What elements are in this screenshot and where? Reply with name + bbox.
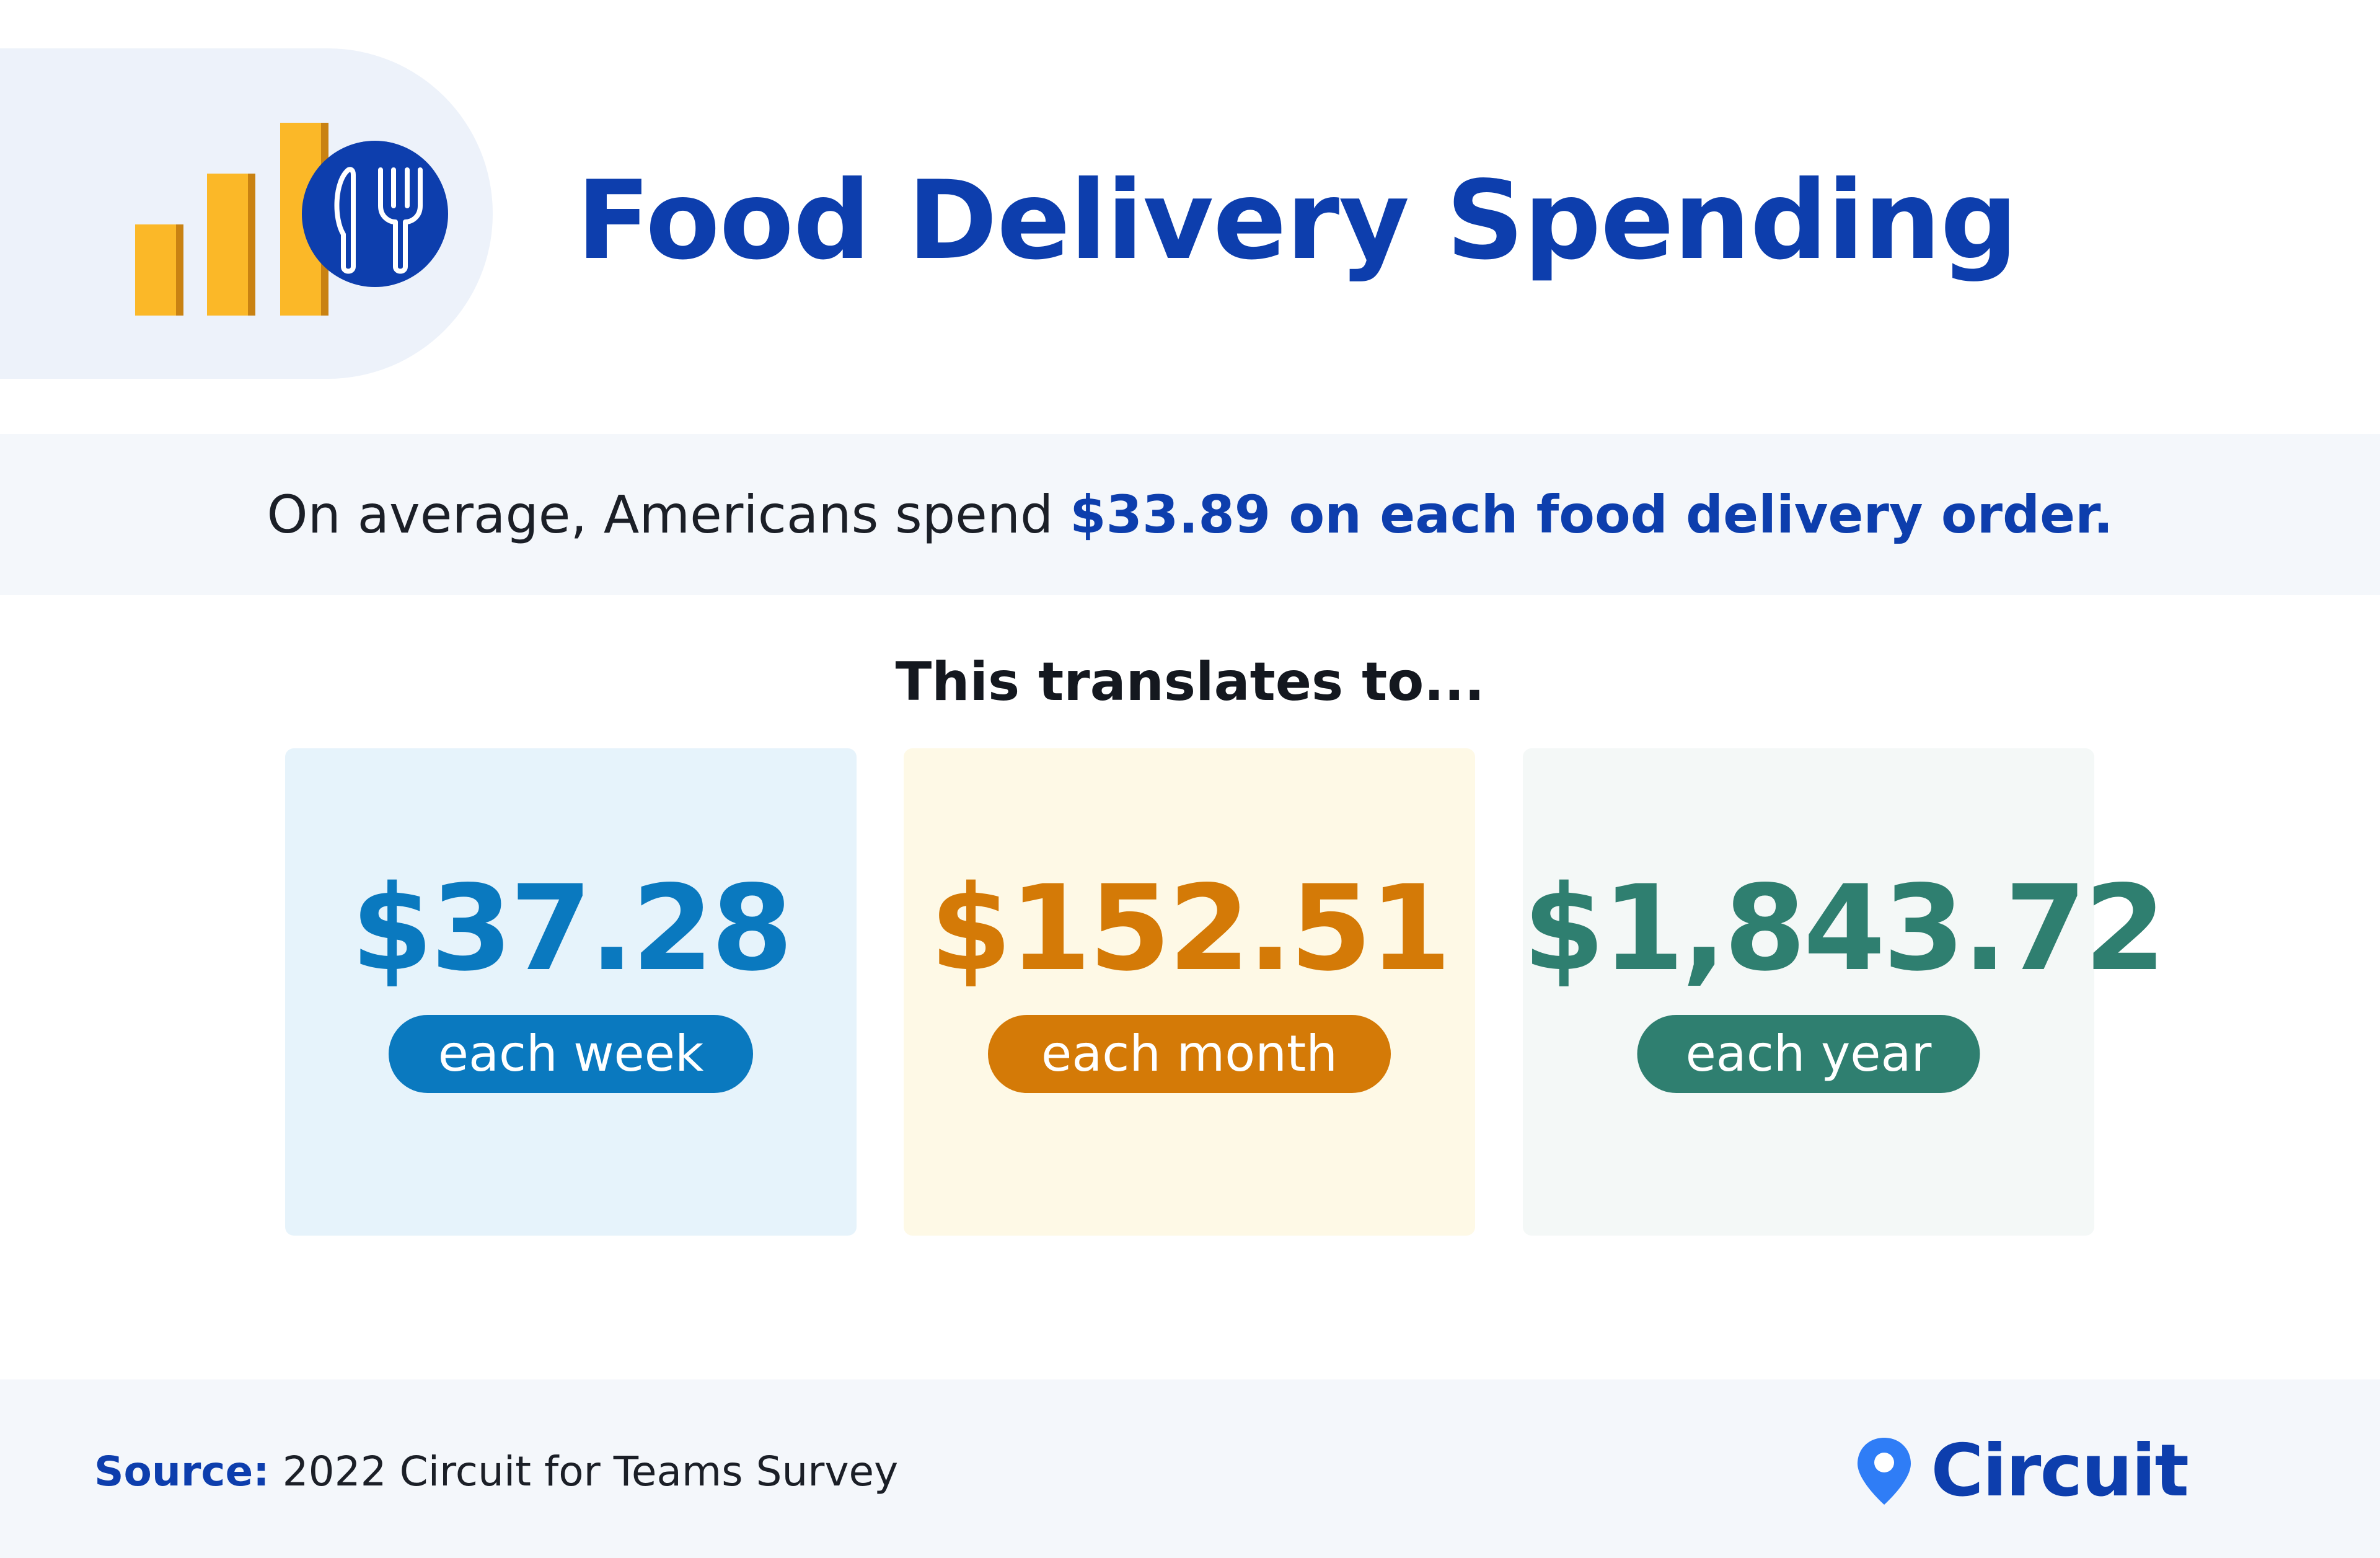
summary-highlight: $33.89 on each food delivery order. bbox=[1070, 484, 2113, 545]
subheading: This translates to... bbox=[895, 651, 1485, 713]
location-pin-icon bbox=[1858, 1437, 1911, 1505]
bar-chart-with-fork-and-knife-icon bbox=[135, 123, 448, 316]
source-label: Source: bbox=[94, 1448, 270, 1495]
page-title: Food Delivery Spending bbox=[576, 158, 2018, 284]
stat-card-month: $152.51 each month bbox=[904, 748, 1475, 1236]
summary-band: On average, Americans spend $33.89 on ea… bbox=[0, 434, 2380, 595]
stat-period-badge: each year bbox=[1637, 1015, 1980, 1093]
stat-card-week: $37.28 each week bbox=[285, 748, 857, 1236]
summary-prefix: On average, Americans spend bbox=[267, 484, 1070, 545]
source-citation: Source: 2022 Circuit for Teams Survey bbox=[94, 1448, 898, 1495]
stat-amount: $1,843.72 bbox=[1523, 860, 2166, 997]
stat-amount: $37.28 bbox=[351, 860, 793, 997]
stat-card-year: $1,843.72 each year bbox=[1523, 748, 2166, 1236]
stat-amount: $152.51 bbox=[930, 860, 1451, 997]
stat-period-badge: each week bbox=[389, 1015, 753, 1093]
footer: Source: 2022 Circuit for Teams Survey Ci… bbox=[0, 1379, 2380, 1558]
brand-name: Circuit bbox=[1931, 1429, 2189, 1513]
stat-period-badge: each month bbox=[988, 1015, 1391, 1093]
summary-text: On average, Americans spend $33.89 on ea… bbox=[267, 484, 2113, 545]
brand-logo: Circuit bbox=[1855, 1429, 2189, 1513]
source-text: 2022 Circuit for Teams Survey bbox=[269, 1448, 899, 1495]
